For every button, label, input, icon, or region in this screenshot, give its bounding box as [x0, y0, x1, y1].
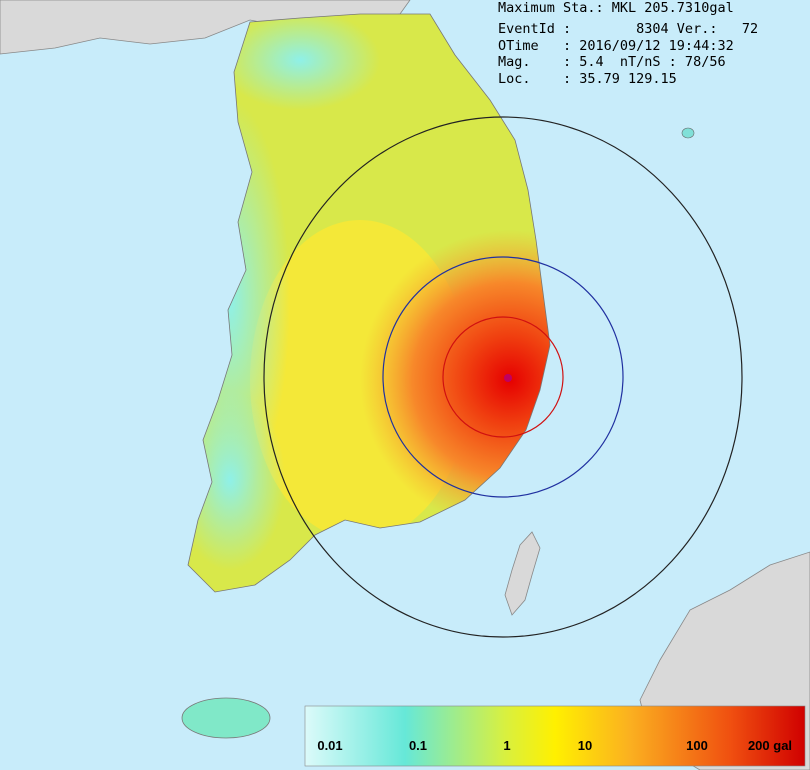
- jeju-coast: [181, 697, 271, 739]
- legend-label: 0.1: [409, 738, 427, 753]
- jeju-field: [182, 698, 270, 738]
- legend-label: 0.01: [317, 738, 342, 753]
- color-scale: [304, 705, 806, 767]
- legend-label: 100: [686, 738, 708, 753]
- legend-label: 200 gal: [748, 738, 792, 753]
- info-panel: Maximum Sta.: MKL 205.7310gal EventId : …: [498, 0, 758, 87]
- china-land: [0, 0, 411, 55]
- field-hot: [340, 220, 550, 540]
- distance-ring-middle: [382, 256, 624, 498]
- field-cool: [220, 14, 380, 110]
- ulleungdo: [681, 127, 695, 139]
- info-line: EventId : 8304 Ver.: 72: [498, 21, 758, 37]
- coastline: [187, 13, 551, 593]
- info-line: Maximum Sta.: MKL 205.7310gal: [498, 0, 734, 16]
- color-legend: 0.01 0.1 1 10 100 200 gal: [304, 705, 806, 767]
- info-line: OTime : 2016/09/12 19:44:32: [498, 38, 734, 54]
- legend-label: 1: [503, 738, 510, 753]
- info-line: Mag. : 5.4 nT/nS : 78/56: [498, 54, 726, 70]
- distance-ring-outer: [263, 116, 743, 638]
- info-line: Loc. : 35.79 129.15: [498, 71, 677, 87]
- distance-ring-inner: [442, 316, 564, 438]
- legend-label: 10: [578, 738, 592, 753]
- tsushima: [504, 531, 541, 616]
- epicenter: [504, 374, 512, 382]
